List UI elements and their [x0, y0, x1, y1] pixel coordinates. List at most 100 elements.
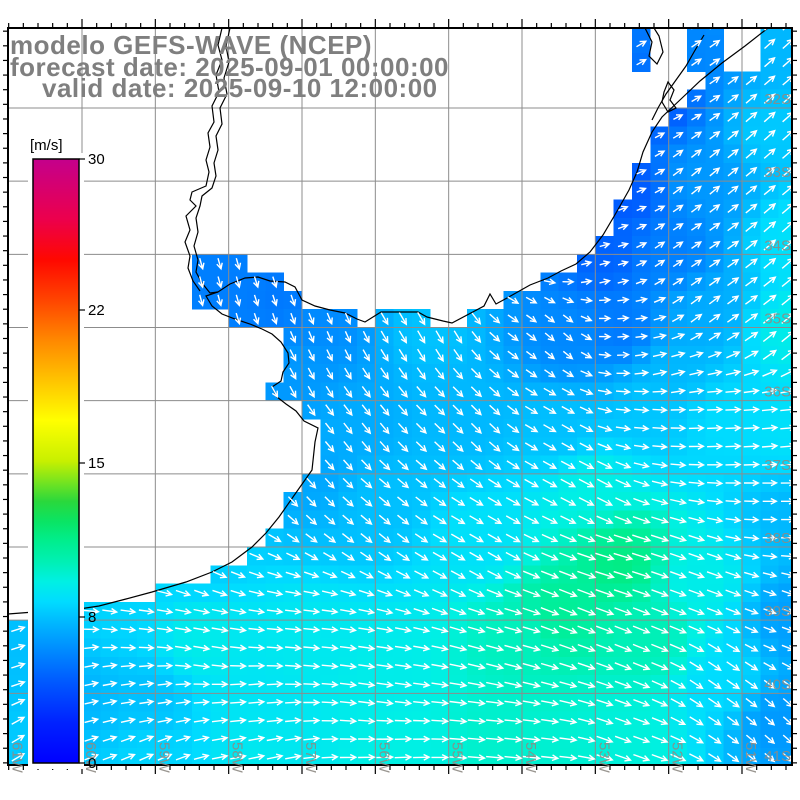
colorbar-tick-label: 8: [88, 609, 96, 626]
sea-cell: [265, 748, 284, 765]
sea-cell: [357, 748, 376, 765]
sea-cell: [778, 729, 792, 749]
sea-cell: [558, 748, 578, 765]
river-line: [184, 28, 223, 292]
sea-cell: [778, 144, 792, 164]
valid-date-line: valid date: 2025-09-10 12:00:00: [42, 73, 438, 103]
wind-direction-arrows: [11, 28, 792, 763]
latitude-labels: 32S 33S 34S 35S 36S 37S 38S 39S 40S 41S: [764, 91, 791, 765]
sea-cell: [632, 28, 651, 36]
lon-label: 60W: [82, 742, 99, 774]
coastline: [8, 28, 769, 615]
sea-cell: [778, 364, 792, 383]
lon-label: 59W: [155, 742, 172, 774]
sea-cell: [283, 748, 303, 765]
lat-label: 37S: [764, 457, 791, 474]
sea-cell: [778, 693, 792, 713]
sea-cell: [778, 711, 792, 731]
sea-cell: [302, 748, 321, 765]
sea-cell: [228, 748, 248, 765]
lagoon-loop: [644, 28, 664, 66]
sea-cell: [778, 181, 792, 200]
sea-cell: [778, 254, 792, 273]
sea-cell: [778, 675, 792, 694]
lon-label: 56W: [375, 742, 392, 774]
lat-label: 35S: [764, 311, 791, 328]
sea-cell: [375, 748, 394, 765]
lat-label: 34S: [764, 237, 791, 254]
river-line: [193, 28, 231, 294]
sea-cell: [338, 748, 358, 765]
sea-cell: [778, 638, 792, 658]
sea-cell: [778, 108, 792, 127]
sea-cell: [192, 748, 211, 765]
sea-cell: [485, 748, 504, 765]
sea-cell: [503, 748, 523, 765]
sea-cell: [778, 272, 792, 292]
lat-label: 32S: [764, 91, 791, 108]
sea-cell: [540, 748, 559, 765]
lon-label: 53W: [595, 742, 612, 774]
sea-cell: [467, 748, 486, 765]
sea-cell: [778, 126, 792, 145]
lagoon-shore-line: [651, 34, 705, 121]
sea-cell: [320, 748, 339, 765]
sea-cell: [705, 28, 724, 36]
colorbar-tick-label: 30: [88, 151, 105, 168]
lon-label: 58W: [229, 742, 246, 774]
lon-label: 55W: [449, 742, 466, 774]
sea-cell: [778, 656, 792, 676]
sea-cell: [448, 748, 468, 765]
colorbar-gradient-bar: [32, 158, 80, 764]
colorbar: [m/s] 30 22 15 8 0: [28, 137, 105, 772]
sea-cell: [778, 53, 792, 72]
colorbar-unit-label: [m/s]: [30, 137, 63, 154]
lat-label: 36S: [764, 384, 791, 401]
sea-cell: [778, 236, 792, 255]
sea-cell: [247, 748, 266, 765]
sea-cell: [577, 748, 596, 765]
sea-cell: [778, 89, 792, 109]
graticule-grid-lines: [8, 28, 792, 765]
sea-cell: [778, 71, 792, 91]
sea-cell: [522, 748, 541, 765]
lat-label: 38S: [764, 530, 791, 547]
sea-cell: [778, 601, 792, 621]
colorbar-tick-label: 22: [88, 302, 105, 319]
sea-cell: [760, 28, 779, 36]
lat-label: 41S: [764, 748, 791, 765]
lon-label: 57W: [302, 742, 319, 774]
lat-label: 40S: [764, 676, 791, 693]
longitude-labels: 61W 60W 59W 58W 57W 56W 55W 54W 53W 52W 51W: [9, 742, 759, 774]
lagoon-blob: [661, 80, 677, 113]
sea-cell: [778, 620, 792, 639]
sea-cell: [412, 748, 431, 765]
sea-cell: [430, 748, 449, 765]
lon-label: 52W: [669, 742, 686, 774]
title-block: modelo GEFS-WAVE (NCEP) forecast date: 2…: [10, 30, 449, 103]
lon-label: 54W: [522, 742, 539, 774]
sea-cell: [778, 28, 792, 36]
sea-cell: [778, 34, 792, 54]
sea-cell: [778, 565, 792, 584]
lat-label: 39S: [764, 603, 791, 620]
colorbar-tick-label: 15: [88, 455, 105, 472]
sea-cell: [210, 748, 229, 765]
sea-cell: [778, 583, 792, 603]
lon-label: 61W: [9, 742, 26, 774]
lat-label: 33S: [764, 164, 791, 181]
sea-cell: [778, 162, 792, 182]
colorbar-tick-label: 0: [88, 755, 96, 772]
forecast-date-line: forecast date: 2025-09-01 00:00:00: [10, 52, 449, 82]
lon-label: 51W: [742, 742, 759, 774]
coastline-layer: [8, 28, 769, 615]
sea-cell: [687, 28, 706, 36]
model-title: modelo GEFS-WAVE (NCEP): [10, 30, 372, 60]
colorbar-ticks: 30 22 15 8 0: [79, 151, 105, 772]
wind-arrow-glyphs: [11, 28, 792, 763]
sea-cell: [393, 748, 413, 765]
sea-cell: [778, 199, 792, 219]
axis-ticks: [3, 19, 797, 774]
